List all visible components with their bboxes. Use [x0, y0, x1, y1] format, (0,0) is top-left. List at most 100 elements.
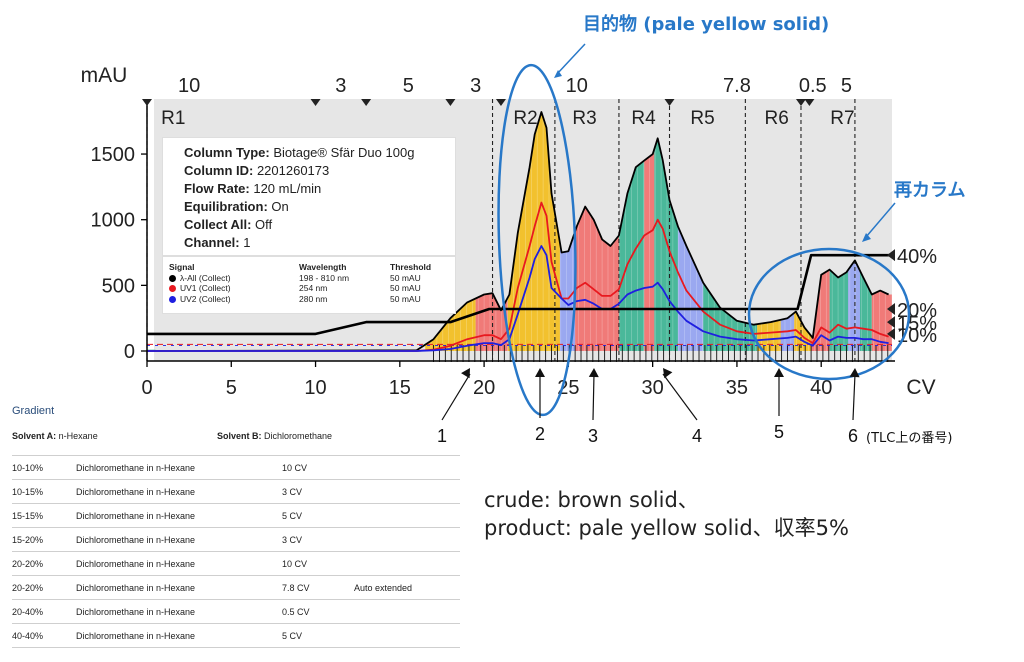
solvent-a: Solvent A: n-Hexane [12, 431, 98, 441]
gradient-cell: 5 CV [282, 623, 354, 648]
rack-label-5: R6 [765, 108, 789, 129]
gradient-cell: 3 CV [282, 527, 354, 552]
info-line-5: Channel: 1 [184, 235, 251, 250]
gradient-cell: 5 CV [282, 503, 354, 528]
fraction-10 [703, 282, 758, 351]
segment-marker-3 [445, 99, 456, 106]
rack-label-4: R5 [690, 108, 714, 129]
gradient-row: 20-40% Dichloromethane in n-Hexane 0.5 CV [12, 599, 460, 624]
gradient-cell: 3 CV [282, 479, 354, 504]
rack-label-2: R3 [572, 108, 596, 129]
segment-label-3: 3 [470, 75, 481, 97]
gradient-cell: Dichloromethane in n-Hexane [76, 479, 282, 504]
segment-label-5: 7.8 [723, 75, 751, 97]
tlc-number-1: 2 [535, 424, 545, 444]
y-tick-label-2: 1000 [91, 210, 136, 232]
gradient-cell: Auto extended [354, 575, 460, 600]
fraction-5 [575, 207, 619, 351]
signal-row-1: UV1 (Collect) 254 nm 50 mAU [169, 283, 470, 294]
x-tick-label-2: 10 [304, 377, 326, 399]
segment-label-0: 10 [178, 75, 200, 97]
recolumn-arrow-head [862, 233, 871, 242]
signal-dot-icon [169, 295, 176, 303]
tlc-arrowhead-3 [663, 368, 673, 379]
tlc-arrow-2 [592, 373, 595, 421]
gradient-table: 10-10% Dichloromethane in n-Hexane 10 CV 10… [12, 455, 460, 648]
gradient-row: 15-20% Dichloromethane in n-Hexane 3 CV [12, 527, 460, 552]
gradient-cell: Dichloromethane in n-Hexane [76, 623, 282, 648]
solvent-b: Solvent B: Dichloromethane [217, 431, 333, 441]
target-arrow-line [556, 43, 586, 75]
segment-label-6: 0.5 [799, 75, 827, 97]
tlc-arrowhead-4 [774, 368, 784, 377]
segment-marker-4 [495, 99, 506, 106]
x-tick-label-7: 35 [726, 377, 748, 399]
gradient-marker-1 [887, 302, 895, 315]
signal-header-0: Signal [169, 262, 195, 272]
gradient-cell: Dichloromethane in n-Hexane [76, 575, 282, 600]
gradient-cell [354, 479, 460, 504]
info-line-3: Equilibration: On [184, 199, 289, 214]
recolumn-arrow-line [865, 202, 896, 238]
rack-label-6: R7 [830, 108, 854, 129]
target-peak-ellipse [497, 63, 577, 417]
x-tick-label-6: 30 [642, 377, 664, 399]
gradient-cell: 10-10% [12, 455, 76, 480]
note-product: product: pale yellow solid、収率5% [484, 516, 849, 540]
tlc-arrow-3 [662, 373, 698, 421]
signal-row-0: λ-All (Collect) 198 - 810 nm 50 mAU [169, 273, 470, 284]
gradient-cell [354, 551, 460, 576]
segment-marker-2 [361, 99, 372, 106]
fraction-4 [559, 231, 576, 351]
segment-marker-0 [142, 99, 152, 106]
fraction-8 [654, 139, 678, 351]
gradient-cell: Dichloromethane in n-Hexane [76, 455, 282, 480]
signal-dot-icon [169, 274, 176, 282]
gradient-title: Gradient [12, 405, 55, 417]
tlc-arrowhead-2 [588, 368, 599, 378]
tlc-arrow-0 [441, 373, 471, 421]
gradient-cell: 15-15% [12, 503, 76, 528]
gradient-label-3: 10% [897, 325, 937, 347]
signal-header-1: Wavelength [299, 262, 347, 272]
sample-notes: crude: brown solid、 product: pale yellow… [484, 486, 849, 542]
gradient-row: 40-40% Dichloromethane in n-Hexane 5 CV [12, 623, 460, 648]
gradient-cell: Dichloromethane in n-Hexane [76, 527, 282, 552]
x-tick-label-0: 0 [141, 377, 152, 399]
gradient-row: 20-20% Dichloromethane in n-Hexane 7.8 CV A… [12, 575, 460, 600]
series-3 [147, 253, 892, 336]
fraction-13 [794, 311, 812, 351]
target-arrow-head [554, 70, 562, 78]
x-axis-title: CV [906, 376, 935, 399]
x-tick-label-1: 5 [226, 377, 237, 399]
plot-white-lead [147, 99, 154, 361]
signal-table-box: Signal Wavelength Threshold λ-All (Collect)… [162, 256, 456, 314]
tlc-number-4: 5 [774, 422, 784, 442]
y-tick-label-0: 0 [124, 341, 135, 363]
series-0 [147, 111, 889, 352]
gradient-marker-2 [887, 316, 895, 329]
fraction-17 [859, 270, 872, 351]
gradient-row: 20-20% Dichloromethane in n-Hexane 10 CV [12, 551, 460, 576]
recolumn-annotation: 再カラム [894, 180, 965, 201]
gradient-cell [354, 599, 460, 624]
segment-marker-5 [664, 99, 675, 106]
signal-header-2: Threshold [390, 262, 432, 272]
rack-label-1: R2 [513, 108, 537, 129]
gradient-cell: Dichloromethane in n-Hexane [76, 503, 282, 528]
signal-dot-icon [169, 285, 176, 292]
info-line-1: Column ID: 2201260173 [184, 163, 330, 178]
info-line-0: Column Type: Biotage® Sfär Duo 100g [184, 145, 415, 160]
gradient-cell: 15-20% [12, 527, 76, 552]
gradient-cell: 7.8 CV [282, 575, 354, 600]
solvent-row: Solvent A: n-Hexane Solvent B: Dichlorom… [12, 431, 462, 441]
gradient-cell: 40-40% [12, 623, 76, 648]
x-tick-label-3: 15 [389, 377, 411, 399]
gradient-cell: Dichloromethane in n-Hexane [76, 551, 282, 576]
gradient-row: 15-15% Dichloromethane in n-Hexane 5 CV [12, 503, 460, 528]
tlc-arrowhead-1 [535, 368, 545, 377]
info-line-2: Flow Rate: 120 mL/min [184, 181, 322, 196]
x-tick-label-4: 20 [473, 377, 495, 399]
tlc-suffix: (TLC上の番号) [866, 431, 952, 446]
